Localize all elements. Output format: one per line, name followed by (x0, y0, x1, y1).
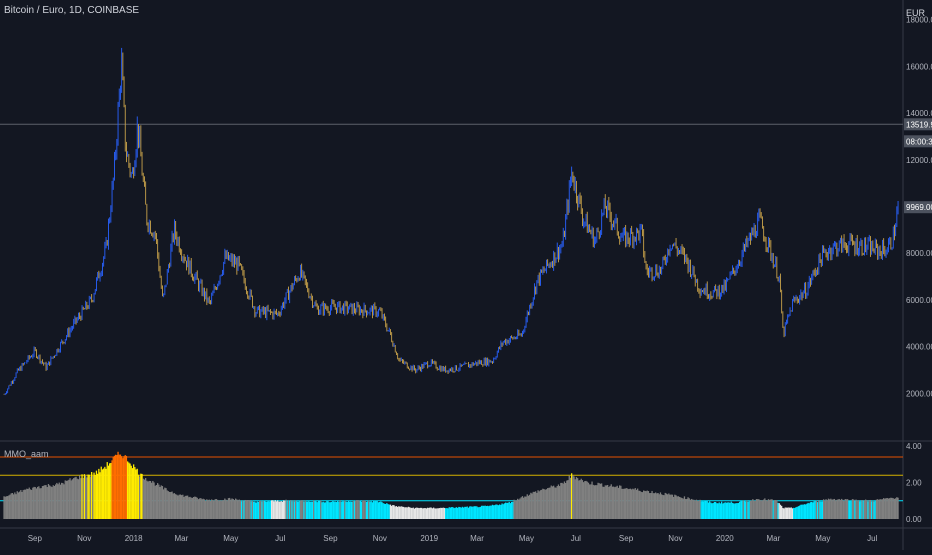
time-tick-label: Nov (668, 534, 682, 543)
time-tick-label: Jul (867, 534, 877, 543)
countdown-label-box (904, 135, 932, 148)
time-tick-label: May (519, 534, 534, 543)
time-tick-label: Sep (28, 534, 43, 543)
time-tick-label: Sep (323, 534, 338, 543)
crosshair-price-label-box (904, 118, 932, 131)
symbol-title[interactable]: Bitcoin / Euro, 1D, COINBASE (4, 5, 140, 16)
crosshair-price-label: 13519.93 (906, 120, 932, 129)
oscillator-tick-label: 4.00 (906, 442, 922, 451)
oscillator-name[interactable]: MMO_aam (4, 449, 49, 459)
price-tick-label: 4000.00 (906, 343, 932, 352)
price-tick-label: 16000.00 (906, 62, 932, 71)
price-tick-label: 2000.00 (906, 389, 932, 398)
price-tick-label: 12000.00 (906, 156, 932, 165)
price-tick-label: 6000.00 (906, 296, 932, 305)
time-tick-label: Jul (275, 534, 285, 543)
countdown-label: 08:00:31 (906, 137, 932, 146)
price-tick-label: 18000.00 (906, 16, 932, 25)
time-tick-label: Mar (470, 534, 484, 543)
currency-label: EUR (906, 8, 926, 18)
time-tick-label: Jul (571, 534, 581, 543)
time-tick-label: Mar (175, 534, 189, 543)
oscillator-bars (3, 451, 899, 519)
time-tick-label: Mar (767, 534, 781, 543)
time-tick-label: May (223, 534, 238, 543)
time-tick-label: Nov (373, 534, 387, 543)
time-tick-label: 2020 (716, 534, 734, 543)
price-tick-label: 14000.00 (906, 109, 932, 118)
price-candles (3, 47, 899, 396)
price-tick-label: 8000.00 (906, 249, 932, 258)
last-price-label-box (904, 201, 932, 214)
time-tick-label: 2019 (420, 534, 438, 543)
last-price-label: 9969.00 (906, 203, 932, 212)
oscillator-tick-label: 2.00 (906, 479, 922, 488)
time-tick-label: Sep (619, 534, 634, 543)
time-tick-label: May (815, 534, 830, 543)
time-tick-label: Nov (77, 534, 91, 543)
time-tick-label: 2018 (125, 534, 143, 543)
oscillator-tick-label: 0.00 (906, 515, 922, 524)
